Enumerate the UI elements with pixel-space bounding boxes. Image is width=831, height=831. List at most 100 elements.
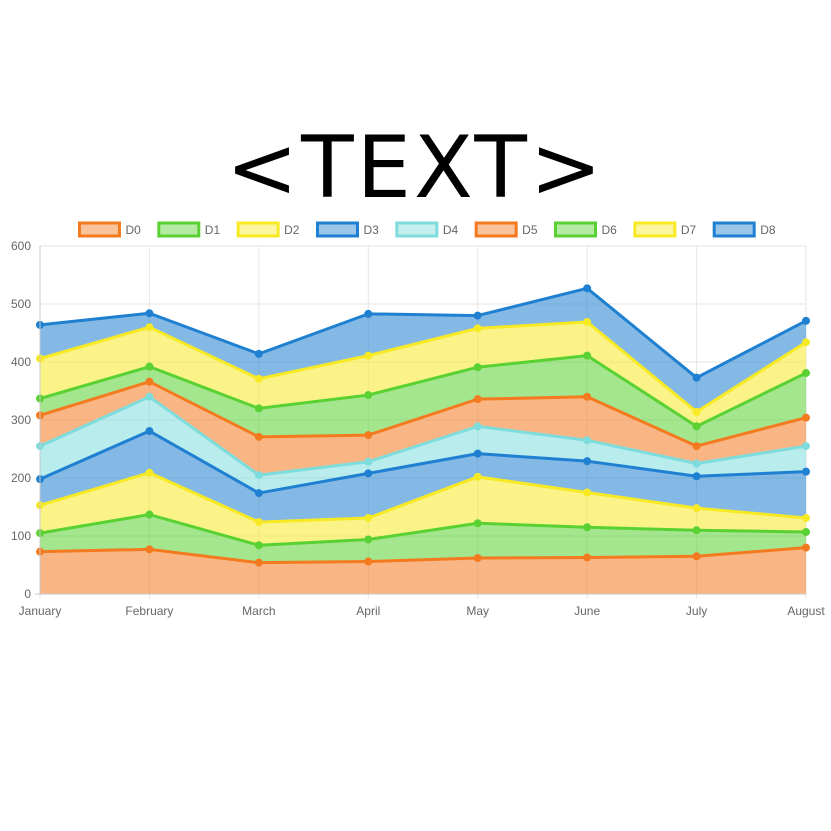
point-D8[interactable] (692, 373, 701, 382)
area-D1 (40, 514, 806, 563)
point-D8[interactable] (802, 316, 810, 325)
legend-swatch (77, 221, 121, 238)
x-tick-label: January (19, 604, 62, 618)
point-D3[interactable] (583, 457, 592, 466)
point-D7[interactable] (254, 374, 263, 383)
line-D0 (39, 546, 807, 565)
point-D1[interactable] (583, 523, 592, 532)
point-D0[interactable] (583, 553, 592, 562)
y-tick-label: 0 (24, 587, 31, 601)
point-D4[interactable] (692, 459, 701, 468)
legend-item-D7[interactable]: D7 (633, 221, 697, 238)
point-D1[interactable] (802, 527, 810, 536)
point-D2[interactable] (802, 514, 810, 523)
point-D6[interactable] (145, 362, 154, 371)
point-D3[interactable] (473, 449, 482, 458)
point-D1[interactable] (692, 526, 701, 535)
point-D3[interactable] (254, 489, 263, 498)
legend-item-D0[interactable]: D0 (77, 221, 141, 238)
point-D7[interactable] (473, 324, 482, 333)
point-D0[interactable] (145, 545, 154, 554)
point-D7[interactable] (802, 338, 810, 347)
point-D0[interactable] (692, 552, 701, 561)
point-D5[interactable] (692, 442, 701, 451)
point-D5[interactable] (583, 392, 592, 401)
point-D6[interactable] (254, 404, 263, 413)
point-D3[interactable] (145, 427, 154, 436)
line-D5 (39, 380, 807, 448)
point-D1[interactable] (145, 510, 154, 519)
point-D6[interactable] (583, 351, 592, 360)
legend-item-D8[interactable]: D8 (712, 221, 776, 238)
point-D8[interactable] (364, 309, 373, 318)
line-D2 (39, 471, 807, 524)
area-fills (40, 288, 806, 594)
point-D4[interactable] (254, 471, 263, 480)
point-D8[interactable] (583, 284, 592, 293)
point-D0[interactable] (802, 543, 810, 552)
point-D4[interactable] (364, 457, 373, 466)
point-D5[interactable] (802, 413, 810, 422)
point-D6[interactable] (364, 391, 373, 400)
point-D3[interactable] (364, 469, 373, 478)
point-D2[interactable] (583, 488, 592, 497)
point-D5[interactable] (473, 395, 482, 404)
point-D2[interactable] (145, 468, 154, 477)
point-D5[interactable] (254, 432, 263, 441)
point-D2[interactable] (692, 504, 701, 513)
legend-item-D5[interactable]: D5 (474, 221, 538, 238)
point-D2[interactable] (473, 472, 482, 481)
point-D8[interactable] (473, 311, 482, 320)
point-D1[interactable] (254, 541, 263, 550)
legend-label: D1 (205, 223, 221, 237)
line-D1 (39, 513, 807, 547)
point-D7[interactable] (692, 407, 701, 416)
point-D4[interactable] (145, 392, 154, 401)
area-D6 (40, 355, 806, 447)
point-D8[interactable] (145, 309, 154, 318)
point-D1[interactable] (364, 535, 373, 544)
point-D2[interactable] (364, 514, 373, 523)
point-D7[interactable] (583, 317, 592, 326)
point-D6[interactable] (473, 363, 482, 372)
legend-item-D1[interactable]: D1 (157, 221, 221, 238)
point-D0[interactable] (364, 557, 373, 566)
line-D6 (39, 354, 807, 428)
legend-label: D2 (284, 223, 300, 237)
point-D1[interactable] (473, 519, 482, 528)
point-D4[interactable] (473, 422, 482, 431)
data-points (36, 284, 810, 567)
legend-swatch (157, 221, 201, 238)
legend-item-D6[interactable]: D6 (554, 221, 618, 238)
line-D8 (39, 286, 807, 380)
point-D7[interactable] (145, 323, 154, 332)
point-D6[interactable] (802, 369, 810, 378)
line-D3 (39, 429, 807, 495)
y-tick-label: 500 (11, 297, 31, 311)
legend-label: D5 (522, 223, 538, 237)
point-D2[interactable] (254, 518, 263, 527)
point-D0[interactable] (254, 558, 263, 567)
point-D5[interactable] (145, 377, 154, 386)
x-tick-label: August (787, 604, 825, 618)
point-D6[interactable] (692, 422, 701, 431)
area-D7 (40, 321, 806, 427)
line-D4 (39, 395, 807, 477)
x-tick-label: March (242, 604, 275, 618)
point-D4[interactable] (583, 436, 592, 445)
legend-swatch (633, 221, 677, 238)
point-D4[interactable] (802, 442, 810, 451)
point-D5[interactable] (364, 431, 373, 440)
point-D3[interactable] (692, 472, 701, 481)
legend-label: D8 (760, 223, 776, 237)
area-D0 (40, 547, 806, 594)
axes: 0 100 200 300 400 500 600 January February March A… (11, 239, 825, 618)
legend-item-D3[interactable]: D3 (315, 221, 379, 238)
legend-label: D3 (363, 223, 379, 237)
point-D0[interactable] (473, 554, 482, 563)
legend-item-D4[interactable]: D4 (395, 221, 459, 238)
point-D3[interactable] (802, 467, 810, 476)
point-D7[interactable] (364, 351, 373, 360)
legend-item-D2[interactable]: D2 (236, 221, 300, 238)
point-D8[interactable] (254, 349, 263, 358)
